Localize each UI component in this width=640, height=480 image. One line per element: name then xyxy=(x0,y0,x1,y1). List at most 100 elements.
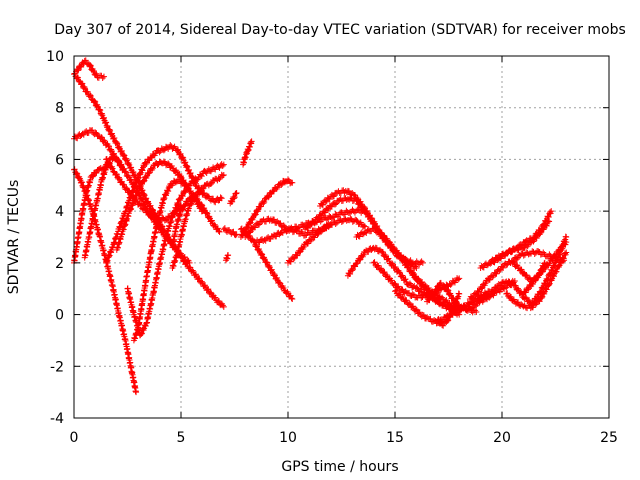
data-point xyxy=(520,252,527,259)
data-point xyxy=(502,252,509,259)
data-point xyxy=(397,253,404,260)
data-point xyxy=(104,159,111,166)
data-point xyxy=(248,138,255,145)
data-point xyxy=(130,169,137,176)
data-point xyxy=(504,261,511,268)
series-arc-14 xyxy=(227,190,240,207)
data-point xyxy=(212,199,219,206)
data-point xyxy=(93,103,100,110)
data-point xyxy=(500,264,507,271)
data-point xyxy=(319,201,326,208)
data-point xyxy=(531,234,538,241)
data-point xyxy=(361,204,368,211)
data-point xyxy=(176,195,183,202)
data-point xyxy=(138,330,145,337)
data-point xyxy=(212,294,219,301)
data-point xyxy=(198,173,205,180)
data-point xyxy=(232,232,239,239)
data-point xyxy=(388,277,395,284)
data-point xyxy=(198,201,205,208)
data-point xyxy=(354,260,361,267)
data-point xyxy=(476,288,483,295)
data-point xyxy=(321,225,328,232)
data-point xyxy=(294,252,301,259)
data-point xyxy=(115,158,122,165)
data-point xyxy=(124,173,131,180)
data-point xyxy=(385,255,392,262)
data-point xyxy=(87,92,94,99)
data-point xyxy=(160,196,167,203)
data-point xyxy=(550,273,557,280)
y-axis-label: SDTVAR / TECUs xyxy=(6,180,22,295)
data-point xyxy=(419,259,426,266)
data-point xyxy=(87,62,94,69)
data-point xyxy=(106,126,113,133)
x-tick-label: 15 xyxy=(386,430,404,446)
data-point xyxy=(278,182,285,189)
y-tick-label: -2 xyxy=(50,359,64,375)
data-point xyxy=(396,269,403,276)
data-point xyxy=(433,287,440,294)
data-point xyxy=(402,276,409,283)
data-point xyxy=(100,73,107,80)
data-point xyxy=(563,239,570,246)
data-point xyxy=(540,289,547,296)
series-arc-7 xyxy=(81,154,127,261)
data-point xyxy=(332,201,339,208)
data-point xyxy=(75,67,82,74)
data-point xyxy=(106,159,113,166)
data-point xyxy=(487,291,494,298)
data-point xyxy=(437,279,444,286)
data-point xyxy=(109,165,116,172)
data-point xyxy=(159,228,166,235)
data-point xyxy=(182,159,189,166)
data-point xyxy=(111,134,118,141)
data-point xyxy=(503,262,510,269)
x-tick-label: 0 xyxy=(70,430,79,446)
data-point xyxy=(389,260,396,267)
data-point xyxy=(399,286,406,293)
data-point xyxy=(115,144,122,151)
data-point xyxy=(78,63,85,70)
data-point xyxy=(89,173,96,180)
data-point xyxy=(182,201,189,208)
data-point xyxy=(553,268,560,275)
grid xyxy=(74,56,609,418)
data-point xyxy=(307,222,314,229)
data-point xyxy=(196,189,203,196)
data-point xyxy=(541,259,548,266)
data-point xyxy=(413,284,420,291)
data-point xyxy=(273,275,280,282)
data-point xyxy=(179,193,186,200)
data-point xyxy=(156,149,163,156)
data-point xyxy=(473,308,480,315)
data-point xyxy=(187,187,194,194)
series-arc-38 xyxy=(509,259,548,285)
data-point xyxy=(518,266,525,273)
data-point xyxy=(264,259,271,266)
data-point xyxy=(97,107,104,114)
data-point xyxy=(480,295,487,302)
data-point xyxy=(561,250,568,257)
data-point xyxy=(217,194,224,201)
data-point xyxy=(142,323,149,330)
series-arc-5 xyxy=(71,166,140,396)
data-point xyxy=(216,228,223,235)
data-point xyxy=(143,160,150,167)
data-point xyxy=(167,142,174,149)
data-point xyxy=(456,275,463,282)
data-point xyxy=(314,231,321,238)
data-point xyxy=(510,259,517,266)
data-point xyxy=(289,296,296,303)
data-point xyxy=(298,228,305,235)
data-point xyxy=(196,275,203,282)
series-arc-19 xyxy=(237,225,296,303)
data-point xyxy=(318,213,325,220)
data-point xyxy=(141,191,148,198)
data-point xyxy=(165,235,172,242)
data-point xyxy=(261,198,268,205)
data-point xyxy=(440,322,447,329)
data-point xyxy=(356,233,363,240)
data-point xyxy=(179,206,186,213)
data-point xyxy=(539,284,546,291)
